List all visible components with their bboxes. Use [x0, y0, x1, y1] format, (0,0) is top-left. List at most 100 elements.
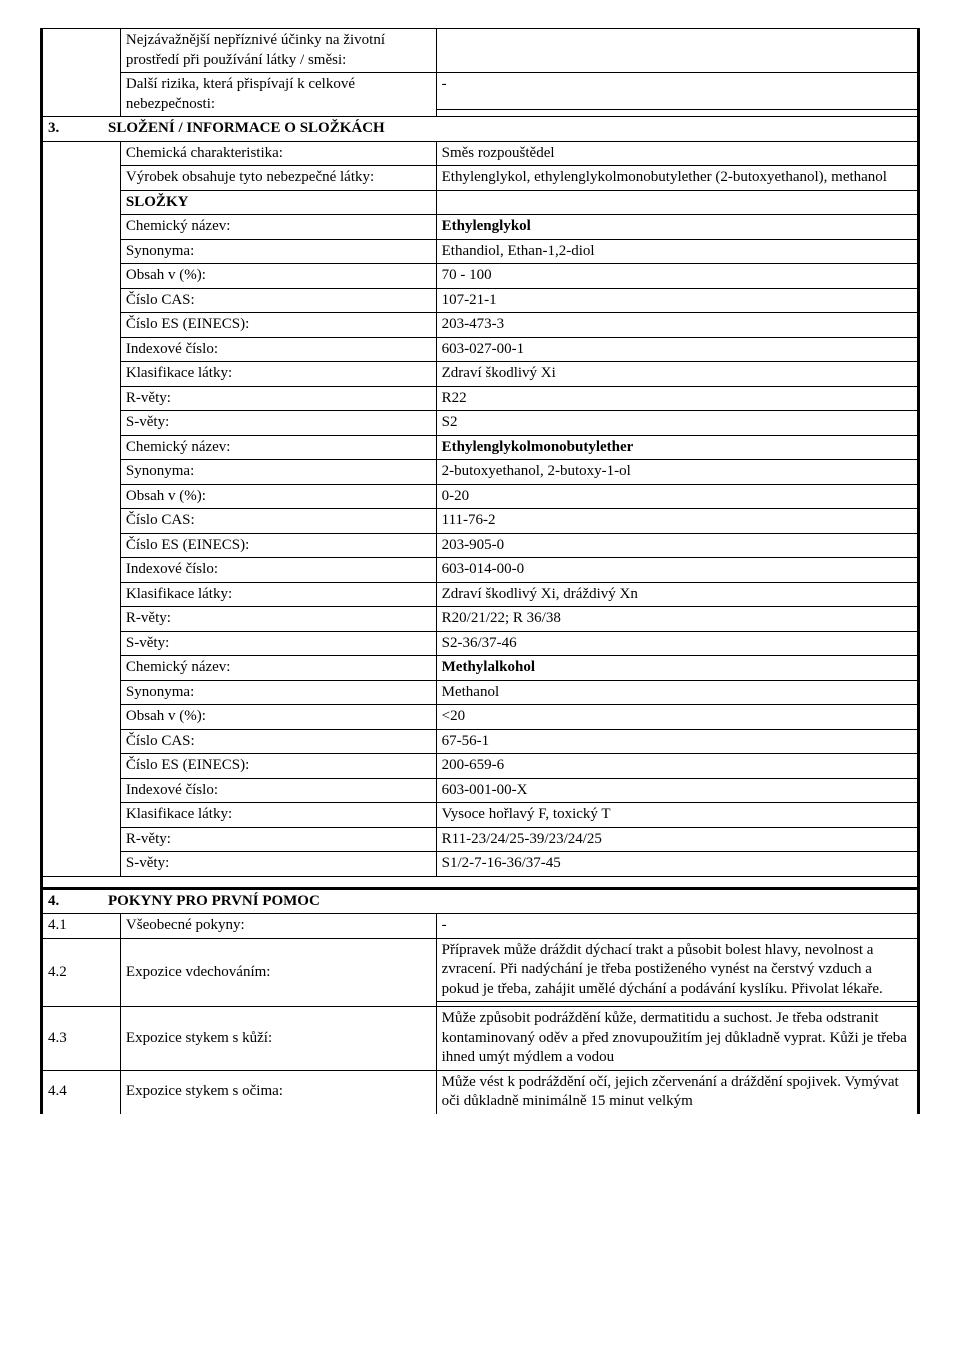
- blank-cell: [42, 680, 121, 705]
- blank-cell: [42, 803, 121, 828]
- blank-cell: [42, 435, 121, 460]
- row-value: Ethylenglykol: [436, 215, 918, 240]
- row-value: Přípravek může dráždit dýchací trakt a p…: [436, 938, 918, 1002]
- row-label: S-věty:: [120, 852, 436, 877]
- row-value: -: [436, 73, 918, 110]
- row-value: [436, 190, 918, 215]
- row-label: Číslo ES (EINECS):: [120, 754, 436, 779]
- row-value: Zdraví škodlivý Xi, dráždivý Xn: [436, 582, 918, 607]
- row-value: S2: [436, 411, 918, 436]
- row-value: 111-76-2: [436, 509, 918, 534]
- blank-cell: [42, 215, 121, 240]
- row-value: <20: [436, 705, 918, 730]
- row-label: Klasifikace látky:: [120, 803, 436, 828]
- blank-cell: [42, 827, 121, 852]
- row-label: Číslo CAS:: [120, 729, 436, 754]
- blank-cell: [42, 460, 121, 485]
- row-value: Ethylenglykolmonobutylether: [436, 435, 918, 460]
- row-label: Chemický název:: [120, 435, 436, 460]
- blank-cell: [42, 558, 121, 583]
- row-label: Číslo CAS:: [120, 288, 436, 313]
- blank-cell: [42, 852, 121, 877]
- row-label: Obsah v (%):: [120, 705, 436, 730]
- row-label: Chemický název:: [120, 215, 436, 240]
- row-value: 203-473-3: [436, 313, 918, 338]
- row-number: 4.4: [42, 1070, 121, 1114]
- row-value: 2-butoxyethanol, 2-butoxy-1-ol: [436, 460, 918, 485]
- row-label: Indexové číslo:: [120, 558, 436, 583]
- row-label: Všeobecné pokyny:: [120, 914, 436, 939]
- row-value: Ethylenglykol, ethylenglykolmonobutyleth…: [436, 166, 918, 191]
- row-label: Expozice vdechováním:: [120, 938, 436, 1007]
- row-value: Směs rozpouštědel: [436, 141, 918, 166]
- row-value: Vysoce hořlavý F, toxický T: [436, 803, 918, 828]
- blank-cell: [42, 166, 121, 191]
- blank-cell: [42, 778, 121, 803]
- blank-cell: [42, 656, 121, 681]
- blank-cell: [42, 109, 121, 116]
- blank-cell: [42, 362, 121, 387]
- row-label: Synonyma:: [120, 239, 436, 264]
- blank-cell: [42, 288, 121, 313]
- row-label: Další rizika, která přispívají k celkové…: [120, 73, 436, 117]
- row-value: R22: [436, 386, 918, 411]
- blank-cell: [42, 264, 121, 289]
- blank-cell: [42, 631, 121, 656]
- section-heading: 4. POKYNY PRO PRVNÍ POMOC: [42, 888, 919, 914]
- row-label: Synonyma:: [120, 680, 436, 705]
- row-label: Expozice stykem s kůží:: [120, 1007, 436, 1071]
- row-value: R20/21/22; R 36/38: [436, 607, 918, 632]
- blank-cell: [42, 141, 121, 166]
- section-number: 3.: [48, 120, 59, 136]
- row-value: Methanol: [436, 680, 918, 705]
- blank-cell: [42, 337, 121, 362]
- row-value: 70 - 100: [436, 264, 918, 289]
- row-value: [436, 29, 918, 73]
- row-label: Klasifikace látky:: [120, 582, 436, 607]
- row-value: Ethandiol, Ethan-1,2-diol: [436, 239, 918, 264]
- row-label: Číslo ES (EINECS):: [120, 533, 436, 558]
- row-value: 603-014-00-0: [436, 558, 918, 583]
- row-number: 4.3: [42, 1007, 121, 1071]
- row-label: R-věty:: [120, 607, 436, 632]
- blank-cell: [42, 239, 121, 264]
- blank-cell: [42, 484, 121, 509]
- section-number: 4.: [48, 893, 59, 909]
- section-title: POKYNY PRO PRVNÍ POMOC: [108, 893, 320, 909]
- blank-cell: [42, 533, 121, 558]
- row-number: 4.2: [42, 938, 121, 1007]
- row-value: 203-905-0: [436, 533, 918, 558]
- row-label: Synonyma:: [120, 460, 436, 485]
- row-value: 0-20: [436, 484, 918, 509]
- row-value: 107-21-1: [436, 288, 918, 313]
- spacer: [42, 876, 919, 888]
- blank-cell: [42, 411, 121, 436]
- row-value: Zdraví škodlivý Xi: [436, 362, 918, 387]
- blank-cell: [42, 729, 121, 754]
- row-label: Číslo CAS:: [120, 509, 436, 534]
- row-value: 603-001-00-X: [436, 778, 918, 803]
- row-label: Klasifikace látky:: [120, 362, 436, 387]
- row-value: Může vést k podráždění očí, jejich zčerv…: [436, 1070, 918, 1114]
- row-value: Methylalkohol: [436, 656, 918, 681]
- row-value: -: [436, 914, 918, 939]
- row-label: S-věty:: [120, 631, 436, 656]
- section-title: SLOŽENÍ / INFORMACE O SLOŽKÁCH: [108, 120, 385, 136]
- row-value: S1/2-7-16-36/37-45: [436, 852, 918, 877]
- row-label: Číslo ES (EINECS):: [120, 313, 436, 338]
- row-number: 4.1: [42, 914, 121, 939]
- row-label: Výrobek obsahuje tyto nebezpečné látky:: [120, 166, 436, 191]
- row-value: R11-23/24/25-39/23/24/25: [436, 827, 918, 852]
- blank-cell: [42, 386, 121, 411]
- blank-cell: [42, 509, 121, 534]
- blank-cell: [42, 29, 121, 110]
- blank-cell: [42, 607, 121, 632]
- row-label: Chemická charakteristika:: [120, 141, 436, 166]
- section-heading: 3. SLOŽENÍ / INFORMACE O SLOŽKÁCH: [42, 117, 919, 142]
- row-value: 603-027-00-1: [436, 337, 918, 362]
- blank-cell: [42, 190, 121, 215]
- blank-cell: [42, 705, 121, 730]
- row-label: R-věty:: [120, 827, 436, 852]
- row-value: Může způsobit podráždění kůže, dermatiti…: [436, 1007, 918, 1071]
- blank-cell: [436, 109, 918, 116]
